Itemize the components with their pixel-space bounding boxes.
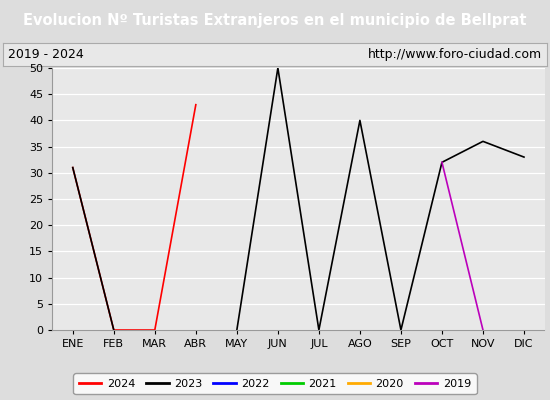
Text: http://www.foro-ciudad.com: http://www.foro-ciudad.com [368, 48, 542, 61]
2023 [69, 165, 76, 170]
2024 [151, 328, 158, 332]
Legend: 2024, 2023, 2022, 2021, 2020, 2019: 2024, 2023, 2022, 2021, 2020, 2019 [74, 373, 476, 394]
2024 [69, 165, 76, 170]
2019 [480, 328, 486, 332]
2019 [439, 160, 446, 165]
Line: 2023: 2023 [73, 168, 114, 330]
Line: 2024: 2024 [73, 105, 196, 330]
2024 [111, 328, 117, 332]
Text: 2019 - 2024: 2019 - 2024 [8, 48, 84, 61]
2023 [111, 328, 117, 332]
Line: 2019: 2019 [442, 162, 483, 330]
2024 [192, 102, 199, 107]
Text: Evolucion Nº Turistas Extranjeros en el municipio de Bellprat: Evolucion Nº Turistas Extranjeros en el … [23, 14, 527, 28]
